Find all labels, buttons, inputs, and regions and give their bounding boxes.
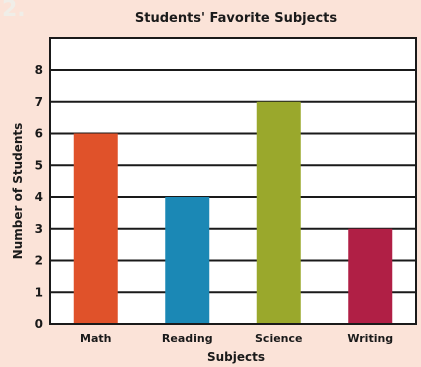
category-label-writing: Writing bbox=[347, 332, 393, 345]
category-labels: Math Reading Science Writing bbox=[80, 332, 393, 345]
y-tick-label: 7 bbox=[35, 95, 43, 109]
y-tick-label: 6 bbox=[35, 127, 43, 141]
plot-border bbox=[49, 37, 417, 325]
bars bbox=[73, 101, 393, 324]
y-tick-label: 2 bbox=[35, 254, 43, 268]
category-label-reading: Reading bbox=[162, 332, 213, 345]
bar-math bbox=[73, 133, 118, 324]
y-axis-label: Number of Students bbox=[11, 123, 25, 260]
y-tick-label: 8 bbox=[35, 63, 43, 77]
y-tick-labels: 0 1 2 3 4 5 6 7 8 bbox=[35, 63, 43, 331]
chart-title: Students' Favorite Subjects bbox=[135, 11, 338, 26]
y-tick-label: 3 bbox=[35, 222, 43, 236]
category-label-science: Science bbox=[255, 332, 303, 345]
y-tick-label: 1 bbox=[35, 285, 43, 299]
y-tick-label: 0 bbox=[35, 317, 43, 331]
x-axis-label: Subjects bbox=[207, 350, 265, 364]
bar-writing bbox=[348, 228, 393, 324]
y-tick-label: 5 bbox=[35, 158, 43, 172]
bar-science bbox=[256, 101, 301, 324]
bar-reading bbox=[165, 197, 210, 324]
category-label-math: Math bbox=[80, 332, 111, 345]
problem-number: 2. bbox=[2, 0, 26, 22]
y-tick-label: 4 bbox=[35, 190, 43, 204]
